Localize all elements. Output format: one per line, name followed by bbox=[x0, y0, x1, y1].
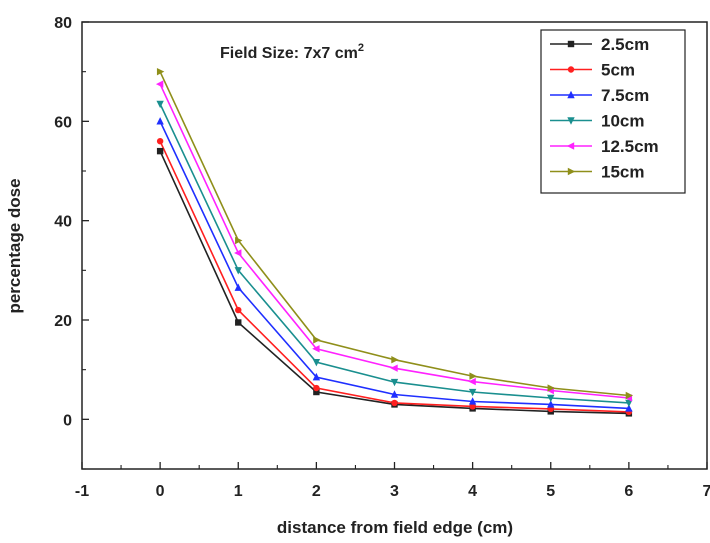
data-point bbox=[625, 399, 633, 408]
data-point bbox=[567, 66, 575, 73]
x-tick-label: 2 bbox=[312, 483, 321, 500]
data-point bbox=[313, 336, 321, 344]
data-point bbox=[547, 400, 555, 408]
annotation-field-size: Field Size: 7x7 cm2 bbox=[220, 42, 364, 62]
x-tick-label: 3 bbox=[390, 483, 399, 500]
legend-label: 7.5cm bbox=[601, 86, 649, 105]
data-point bbox=[156, 100, 164, 109]
data-point bbox=[391, 399, 398, 407]
legend-box bbox=[540, 29, 686, 194]
data-point bbox=[469, 403, 476, 410]
data-point bbox=[313, 384, 320, 392]
data-point bbox=[156, 138, 164, 145]
data-point bbox=[234, 267, 242, 275]
data-point bbox=[567, 90, 575, 99]
data-point bbox=[235, 306, 242, 314]
x-tick-label: 4 bbox=[468, 483, 477, 500]
data-point bbox=[156, 67, 165, 76]
data-point bbox=[155, 80, 164, 88]
data-point bbox=[625, 391, 634, 400]
data-point bbox=[567, 40, 575, 48]
x-tick-label: 6 bbox=[624, 483, 633, 500]
data-point bbox=[468, 388, 477, 397]
data-point bbox=[468, 397, 477, 405]
x-axis-title: distance from field edge (cm) bbox=[277, 518, 513, 537]
x-tick-label: 5 bbox=[546, 483, 555, 500]
axis-ticks bbox=[81, 21, 708, 470]
data-point bbox=[469, 372, 477, 380]
data-point bbox=[390, 364, 398, 372]
data-point bbox=[468, 377, 476, 386]
data-point bbox=[312, 345, 320, 353]
data-point bbox=[234, 249, 242, 257]
data-point bbox=[312, 372, 321, 381]
annotation-superscript: 2 bbox=[358, 42, 364, 54]
data-point bbox=[567, 117, 575, 125]
data-point bbox=[391, 356, 399, 364]
data-point bbox=[313, 388, 320, 396]
y-axis-title: percentage dose bbox=[5, 178, 24, 313]
legend-label: 10cm bbox=[601, 112, 644, 131]
data-point bbox=[390, 378, 399, 387]
data-point bbox=[547, 384, 555, 392]
data-point bbox=[547, 394, 555, 403]
data-point bbox=[235, 319, 242, 326]
legend-label: 15cm bbox=[601, 163, 644, 182]
legend-label: 12.5cm bbox=[601, 137, 659, 156]
data-point bbox=[235, 236, 243, 245]
x-tick-label: 0 bbox=[156, 483, 165, 500]
legend-label: 2.5cm bbox=[601, 35, 649, 54]
series-markers bbox=[155, 67, 634, 417]
x-tick-label: 1 bbox=[234, 483, 243, 500]
data-point bbox=[156, 147, 164, 155]
y-tick-label: 20 bbox=[54, 313, 72, 330]
y-tick-label: 40 bbox=[54, 214, 72, 231]
legend: 2.5cm 5cm 7.5cm 10cm 12.5cm 15cm bbox=[540, 29, 686, 194]
data-point bbox=[567, 167, 576, 176]
x-tick-label: -1 bbox=[75, 483, 89, 500]
x-tick-label: 7 bbox=[703, 483, 710, 500]
data-point bbox=[234, 283, 242, 291]
data-point bbox=[390, 390, 399, 398]
tick-labels: -1 0 1 2 3 4 5 6 7 0 20 40 60 80 bbox=[54, 15, 710, 500]
legend-label: 5cm bbox=[601, 61, 635, 80]
data-point bbox=[625, 404, 633, 412]
data-point bbox=[312, 359, 321, 367]
y-tick-label: 60 bbox=[54, 114, 72, 131]
y-tick-label: 0 bbox=[63, 412, 72, 429]
y-tick-label: 80 bbox=[54, 15, 72, 32]
data-point bbox=[156, 117, 164, 125]
data-point bbox=[566, 142, 575, 150]
